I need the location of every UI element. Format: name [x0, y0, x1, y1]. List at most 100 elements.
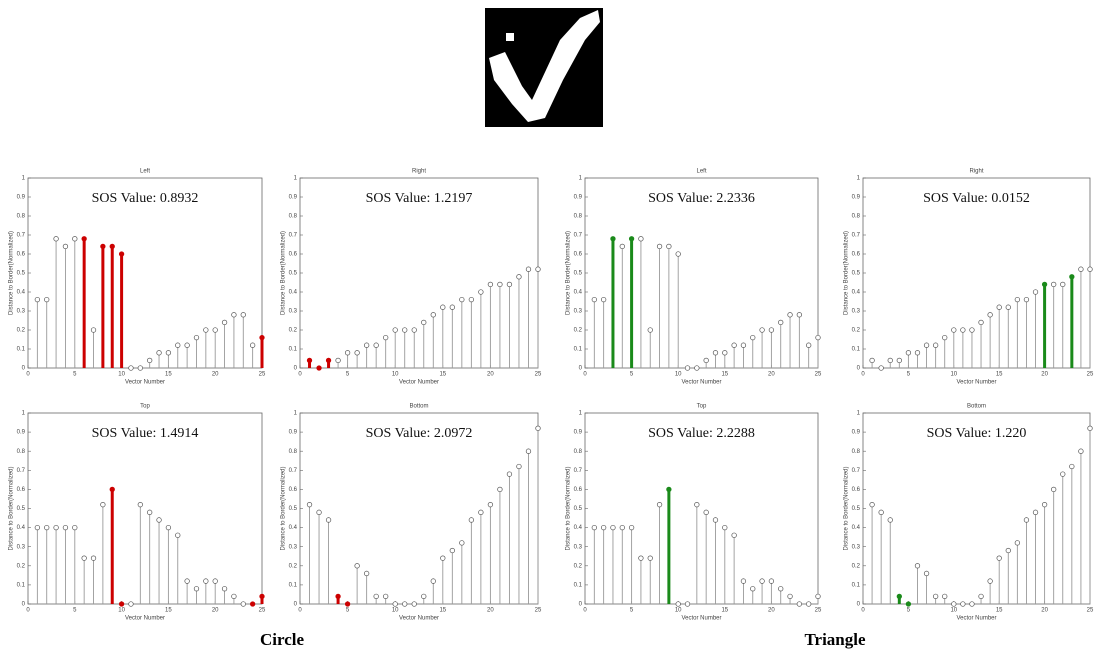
- stem-marker: [1069, 463, 1075, 470]
- x-tick-label: 25: [815, 372, 822, 378]
- stem-marker: [768, 327, 775, 333]
- stem-marker: [147, 509, 153, 515]
- y-tick-label: 0.6: [17, 252, 26, 258]
- stem-marker: [610, 524, 616, 531]
- y-tick-label: 0: [22, 366, 26, 372]
- stem-marker: [259, 593, 265, 600]
- y-tick-label: 0.6: [574, 487, 583, 493]
- y-axis-label: Distance to Border(Normalized): [9, 231, 15, 315]
- stem-marker: [996, 304, 1002, 310]
- stem-marker: [306, 357, 313, 364]
- y-tick-label: 0.9: [852, 195, 861, 201]
- sos-annotation: SOS Value: 2.0972: [366, 426, 473, 441]
- y-tick-label: 1: [857, 411, 861, 417]
- y-tick-label: 0.8: [289, 449, 298, 455]
- y-tick-label: 0.9: [17, 430, 26, 436]
- stem-marker: [684, 365, 691, 371]
- stem-marker: [440, 304, 446, 310]
- x-tick-label: 15: [721, 372, 728, 378]
- x-tick-label: 15: [165, 372, 172, 378]
- y-tick-label: 1: [294, 411, 298, 417]
- stem-marker: [987, 312, 993, 318]
- stem-marker: [638, 555, 644, 561]
- stem-marker: [978, 593, 984, 600]
- x-tick-label: 20: [487, 372, 494, 378]
- x-tick-label: 10: [118, 372, 125, 378]
- stem-marker: [740, 578, 747, 584]
- sos-annotation: SOS Value: 2.2336: [648, 191, 755, 206]
- stem-marker: [468, 296, 475, 303]
- x-tick-label: 5: [346, 608, 350, 614]
- stem-marker: [516, 463, 522, 470]
- y-tick-label: 0: [294, 366, 298, 372]
- stem-marker: [905, 350, 912, 356]
- stem-marker: [344, 601, 351, 607]
- y-tick-label: 0.7: [289, 233, 298, 239]
- y-tick-label: 0.8: [852, 449, 861, 455]
- plot-frame: [299, 177, 539, 369]
- stem-marker: [137, 365, 143, 371]
- stem-marker: [815, 593, 821, 600]
- stem-marker: [914, 563, 921, 569]
- x-tick-label: 25: [1087, 608, 1094, 614]
- x-tick-label: 10: [950, 608, 957, 614]
- y-tick-label: 0.5: [852, 506, 861, 512]
- stem-marker: [44, 296, 50, 303]
- stem-marker: [421, 319, 427, 326]
- x-tick-label: 0: [298, 372, 302, 378]
- y-tick-label: 0: [294, 602, 298, 608]
- panel-title: Bottom: [409, 404, 428, 410]
- stem-marker: [535, 266, 541, 272]
- stem-marker: [740, 342, 747, 348]
- stem-marker: [373, 593, 379, 600]
- stem-marker: [459, 296, 465, 303]
- stem-marker: [647, 327, 653, 333]
- stem-marker: [591, 296, 597, 303]
- stem-marker: [1051, 486, 1057, 493]
- y-tick-label: 0.4: [289, 525, 298, 531]
- x-tick-label: 10: [392, 608, 399, 614]
- stem-marker: [600, 296, 607, 303]
- stem-marker: [932, 342, 939, 348]
- stem-marker: [402, 601, 408, 607]
- y-tick-label: 0.5: [289, 271, 298, 277]
- x-axis-label: Vector Number: [399, 616, 439, 622]
- x-tick-label: 5: [630, 608, 634, 614]
- stem-marker: [1014, 540, 1021, 546]
- stem-marker: [684, 601, 691, 607]
- stem-marker: [411, 601, 417, 607]
- stem-marker: [996, 555, 1002, 561]
- y-tick-label: 0.9: [852, 430, 861, 436]
- y-tick-label: 0.7: [574, 233, 583, 239]
- stem-marker: [675, 251, 681, 257]
- stem-marker: [610, 236, 616, 242]
- y-tick-label: 0.6: [574, 252, 583, 258]
- stem-marker: [1032, 509, 1039, 515]
- stem-marker: [459, 540, 465, 546]
- stem-marker: [932, 593, 939, 600]
- stem-marker: [316, 509, 322, 515]
- y-tick-label: 0.5: [852, 271, 861, 277]
- x-tick-label: 25: [1087, 372, 1094, 378]
- stem-marker: [759, 578, 765, 584]
- y-axis-label: Distance to Border(Normalized): [844, 466, 850, 550]
- y-tick-label: 0.6: [852, 252, 861, 258]
- y-tick-label: 0.1: [574, 582, 583, 588]
- stem-marker: [440, 555, 446, 561]
- stem-panel: Left SOS Value: 0.8932 Vector Number Distan…: [9, 169, 266, 386]
- stem-marker: [1087, 425, 1093, 431]
- stem-marker: [878, 509, 884, 515]
- stem-marker: [1005, 547, 1011, 554]
- plot-frame: [27, 177, 263, 369]
- y-tick-label: 0.6: [289, 252, 298, 258]
- x-tick-label: 15: [721, 608, 728, 614]
- stem-panel: Right SOS Value: 1.2197 Vector Number Dista…: [281, 169, 542, 386]
- x-axis-label: Vector Number: [399, 380, 439, 386]
- y-tick-label: 0.7: [852, 468, 861, 474]
- stem-marker: [923, 570, 930, 577]
- y-tick-label: 0.7: [17, 468, 26, 474]
- y-tick-label: 0.8: [852, 214, 861, 220]
- x-tick-label: 15: [165, 608, 172, 614]
- x-tick-label: 20: [768, 608, 775, 614]
- stem-marker: [128, 365, 134, 371]
